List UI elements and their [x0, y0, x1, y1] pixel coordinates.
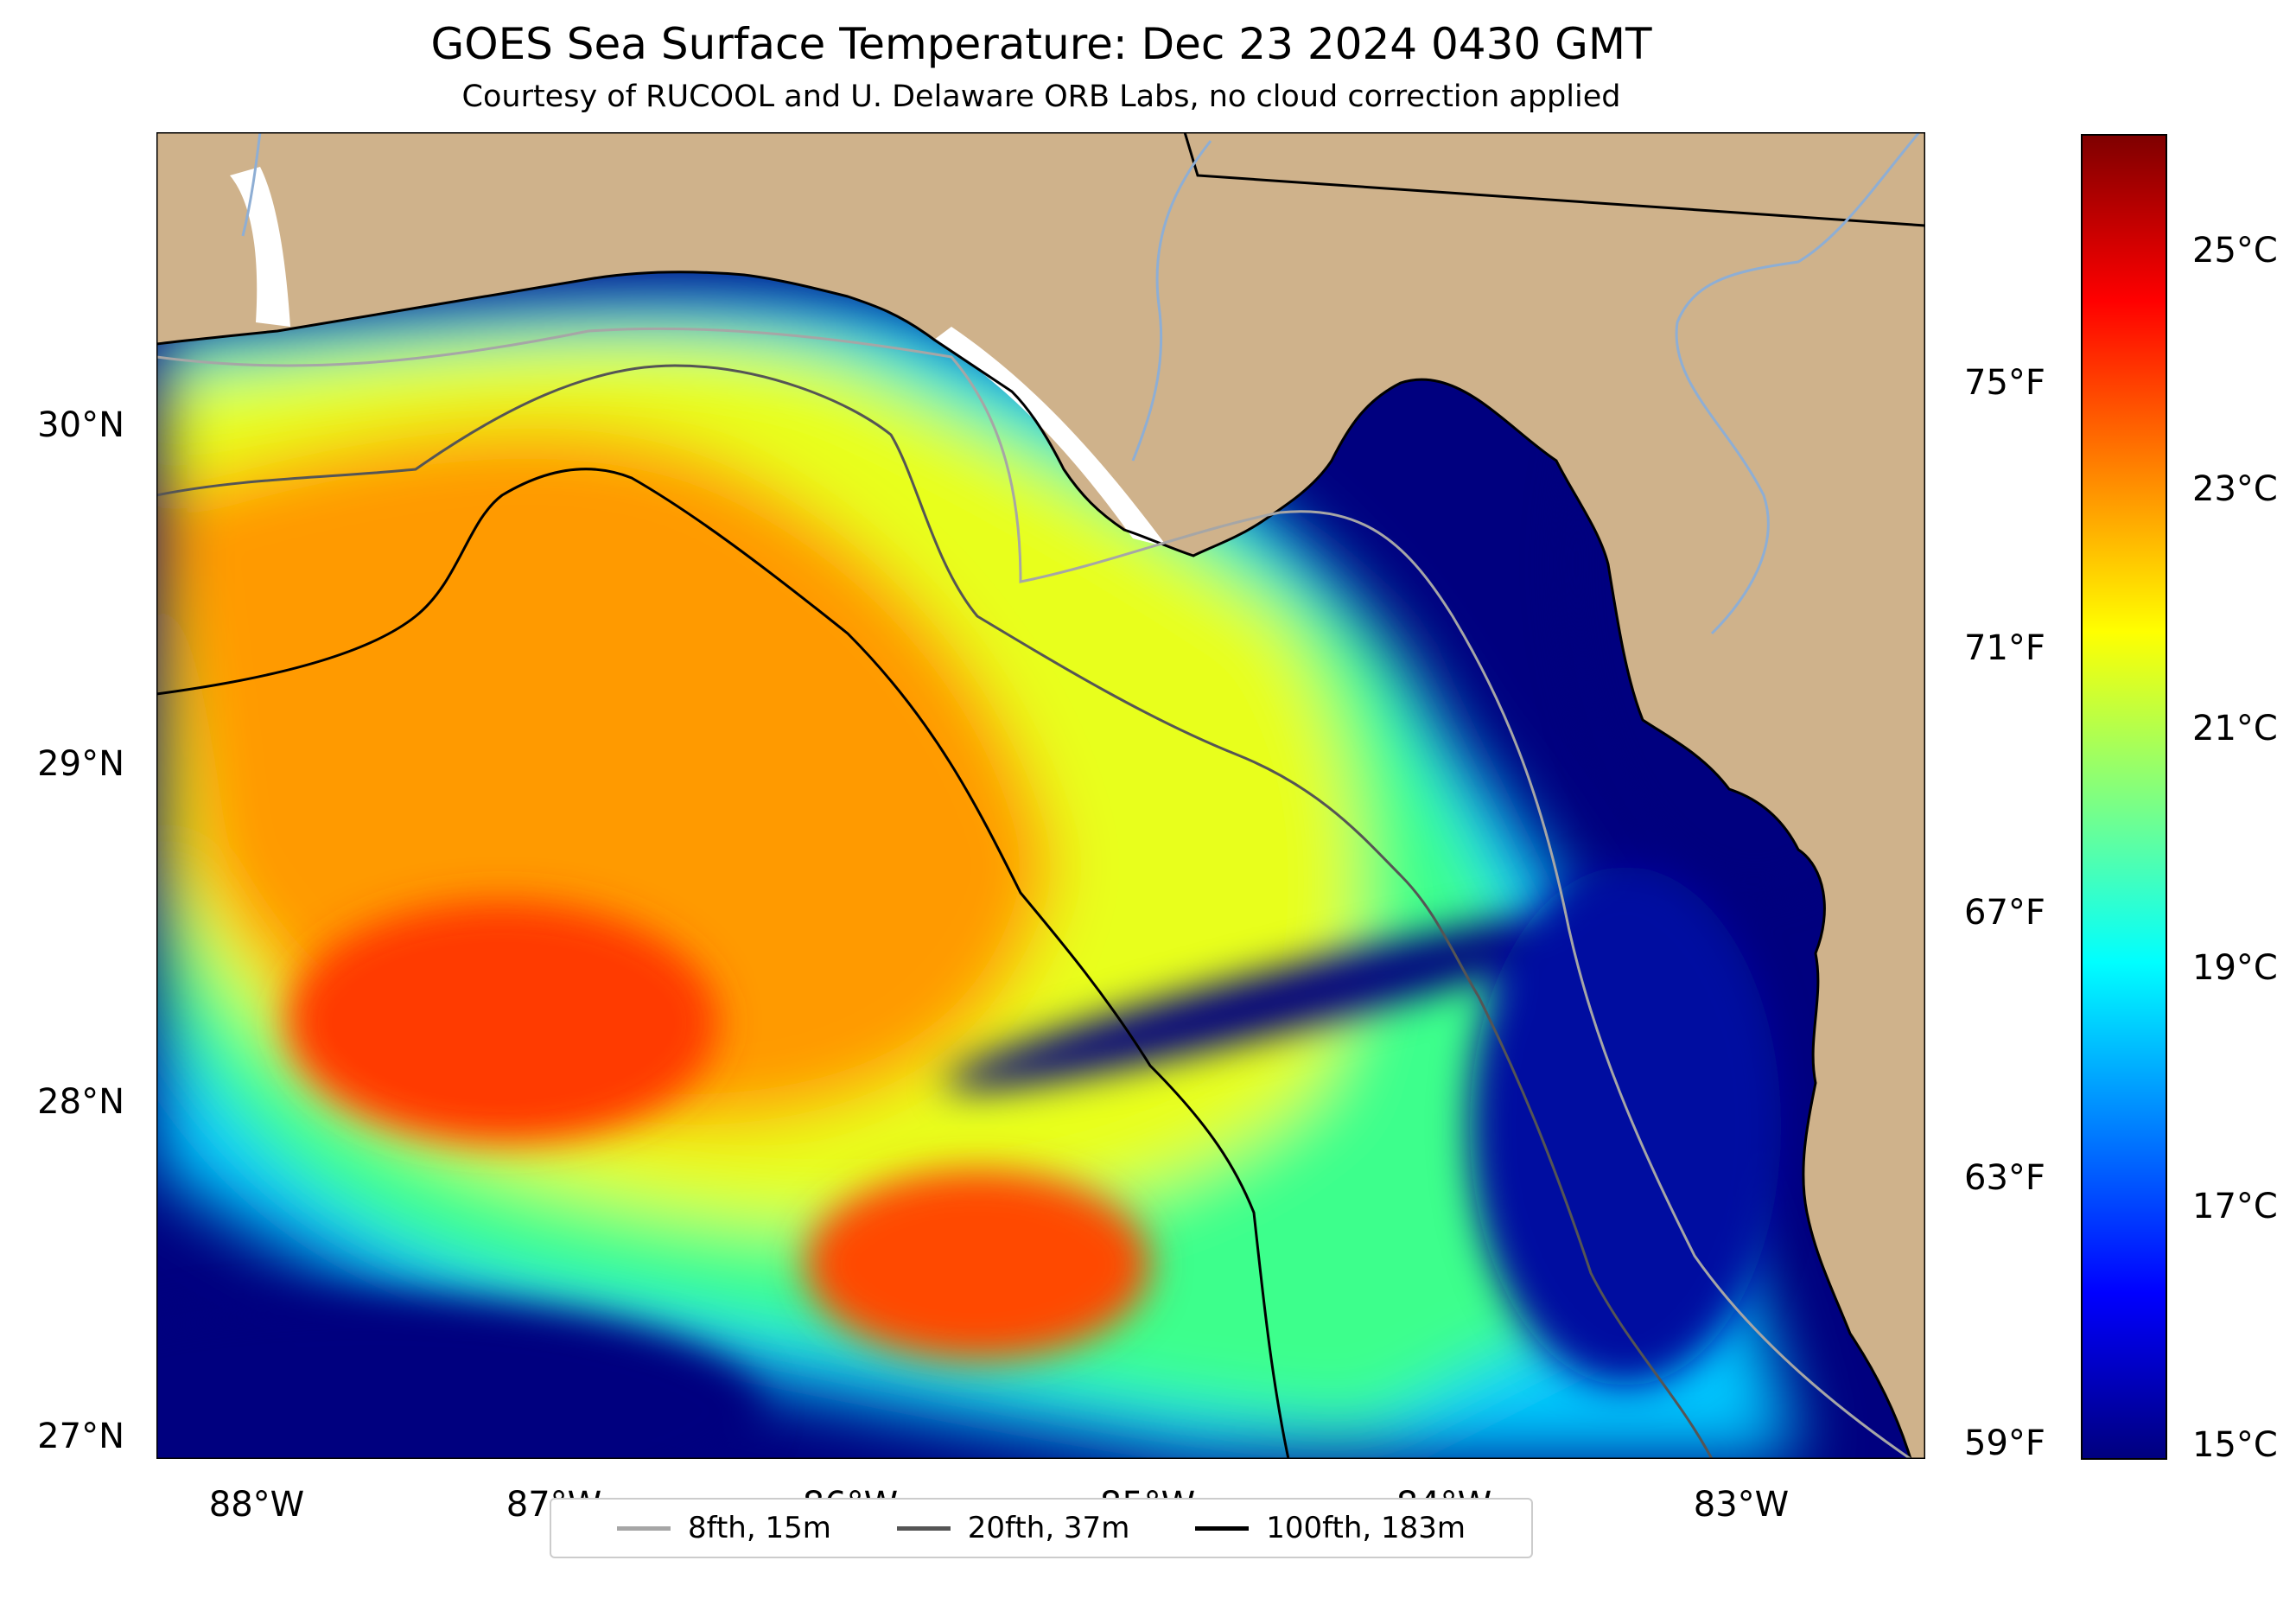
c-label-19: 19°C: [2192, 948, 2278, 988]
c-label-25: 25°C: [2192, 231, 2278, 271]
f-label-67: 67°F: [1964, 893, 2045, 933]
f-label-71: 71°F: [1964, 628, 2045, 668]
hot-core-south: [805, 1169, 1150, 1360]
cold-east: [1470, 867, 1781, 1385]
f-label-63: 63°F: [1964, 1158, 2045, 1198]
legend-item-20fth: 20fth, 37m: [896, 1511, 1130, 1545]
lon-label-88: 88°W: [208, 1485, 305, 1525]
c-label-17: 17°C: [2192, 1187, 2278, 1226]
isobath-20fth: [156, 364, 1714, 1459]
legend-item-100fth: 100fth, 183m: [1195, 1511, 1466, 1545]
legend-label-100fth: 100fth, 183m: [1266, 1511, 1466, 1545]
no-data-fringe: [230, 167, 290, 327]
legend-line-100fth: [1195, 1525, 1250, 1531]
legend-line-8fth: [616, 1525, 671, 1531]
river-east: [1675, 132, 1921, 635]
river-west: [241, 132, 262, 237]
legend-label-8fth: 8fth, 15m: [687, 1511, 831, 1545]
lat-label-30: 30°N: [37, 405, 124, 445]
map-title: GOES Sea Surface Temperature: Dec 23 202…: [430, 19, 1652, 69]
coastline: [156, 271, 1912, 1459]
hot-core-west: [286, 901, 718, 1143]
cold-filament: [944, 903, 1650, 1090]
isobath-100fth: [156, 468, 1290, 1459]
c-label-21: 21°C: [2192, 709, 2278, 748]
f-label-59: 59°F: [1964, 1423, 2045, 1463]
no-data-fringe-2: [934, 327, 1167, 547]
map-subtitle: Courtesy of RUCOOL and U. Delaware ORB L…: [461, 80, 1621, 114]
lon-label-83: 83°W: [1693, 1485, 1790, 1525]
f-label-75: 75°F: [1964, 363, 2045, 403]
isobath-legend: 8fth, 15m 20fth, 37m 100fth, 183m: [550, 1498, 1533, 1558]
c-label-15: 15°C: [2192, 1425, 2278, 1465]
legend-label-20fth: 20fth, 37m: [967, 1511, 1130, 1545]
sst-map: [156, 132, 1925, 1459]
state-border: [1183, 132, 1925, 227]
lat-label-28: 28°N: [37, 1082, 124, 1122]
cold-southwest: [156, 1299, 761, 1459]
temperature-colorbar: [2081, 134, 2167, 1460]
river-central: [1131, 140, 1212, 462]
land: [156, 132, 1925, 1459]
lat-label-27: 27°N: [37, 1417, 124, 1456]
legend-line-20fth: [896, 1525, 951, 1531]
c-label-23: 23°C: [2192, 469, 2278, 509]
lat-label-29: 29°N: [37, 744, 124, 784]
isobath-8fth: [156, 327, 1911, 1459]
legend-item-8fth: 8fth, 15m: [616, 1511, 831, 1545]
